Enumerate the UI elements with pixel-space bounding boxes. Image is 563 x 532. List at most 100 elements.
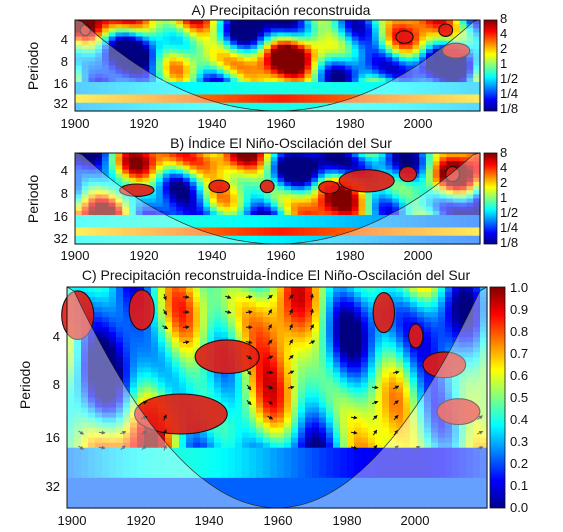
heatmap-cell [375, 357, 383, 363]
panel-c-heatmap [67, 287, 488, 509]
heatmap-cell [149, 177, 157, 183]
heatmap-cell [169, 36, 177, 42]
heatmap-cell [264, 227, 272, 233]
heatmap-cell [74, 382, 82, 389]
heatmap-cell [249, 477, 257, 484]
heatmap-cell [74, 422, 82, 429]
heatmap-cell [179, 312, 187, 318]
heatmap-cell [312, 332, 320, 338]
heatmap-cell [426, 177, 434, 183]
heatmap-cell [312, 377, 320, 384]
heatmap-cell [210, 57, 218, 62]
heatmap-cell [338, 210, 346, 216]
heatmap-cell [417, 382, 425, 389]
heatmap-cell [270, 24, 279, 29]
heatmap-cell [312, 407, 320, 414]
heatmap-cell [172, 287, 180, 293]
heatmap-cell [243, 48, 252, 54]
heatmap-cell [424, 412, 432, 419]
heatmap-cell [419, 231, 427, 237]
heatmap-cell [368, 362, 376, 368]
heatmap-cell [311, 102, 319, 108]
heatmap-cell [459, 223, 468, 229]
heatmap-cell [74, 442, 82, 449]
heatmap-cell [382, 457, 390, 464]
heatmap-cell [333, 407, 341, 414]
heatmap-cell [214, 297, 222, 303]
heatmap-cell [426, 20, 434, 25]
heatmap-cell [189, 153, 198, 158]
heatmap-cell [417, 292, 425, 298]
heatmap-cell [432, 106, 441, 112]
heatmap-cell [331, 161, 339, 167]
heatmap-cell [277, 392, 285, 399]
heatmap-cell [264, 94, 272, 100]
heatmap-cell [151, 492, 159, 499]
heatmap-cell [347, 467, 355, 474]
heatmap-cell [284, 477, 292, 484]
heatmap-cell [221, 292, 229, 298]
heatmap-cell [237, 73, 245, 79]
heatmap-cell [230, 235, 238, 241]
heatmap-cell [189, 235, 198, 241]
heatmap-cell [74, 477, 82, 484]
heatmap-cell [331, 36, 339, 42]
heatmap-cell [277, 287, 285, 293]
heatmap-cell [242, 447, 250, 454]
heatmap-cell [95, 427, 103, 434]
heatmap-cell [183, 169, 191, 175]
heatmap-cell [156, 235, 164, 241]
heatmap-cell [284, 412, 292, 419]
heatmap-cell [196, 157, 204, 162]
heatmap-cell [298, 342, 306, 348]
heatmap-cell [75, 157, 83, 162]
heatmap-cell [368, 372, 376, 379]
heatmap-cell [311, 32, 319, 38]
heatmap-cell [340, 297, 348, 303]
heatmap-cell [389, 287, 397, 293]
heatmap-cell [291, 231, 299, 237]
heatmap-cell [223, 177, 231, 183]
heatmap-cell [81, 239, 90, 245]
heatmap-cell [410, 307, 418, 313]
heatmap-cell [473, 219, 481, 224]
heatmap-cell [396, 422, 404, 429]
heatmap-cell [372, 28, 380, 34]
heatmap-cell [375, 387, 383, 394]
panel-b-cbar-label-4: 4 [500, 160, 507, 175]
heatmap-cell [256, 387, 264, 394]
heatmap-cell [183, 57, 191, 62]
heatmap-cell [473, 177, 481, 183]
heatmap-cell [368, 442, 376, 449]
heatmap-cell [151, 367, 159, 373]
heatmap-cell [459, 40, 468, 46]
heatmap-cell [326, 287, 334, 293]
heatmap-cell [165, 312, 173, 318]
heatmap-cell [264, 77, 272, 83]
heatmap-cell [358, 223, 366, 229]
heatmap-cell [426, 73, 434, 79]
heatmap-cell [439, 106, 447, 112]
heatmap-cell [250, 20, 258, 25]
heatmap-cell [193, 502, 201, 509]
heatmap-cell [305, 492, 313, 499]
heatmap-cell [109, 432, 117, 439]
heatmap-cell [74, 287, 82, 293]
heatmap-cell [333, 287, 341, 293]
heatmap-cell [291, 44, 299, 50]
heatmap-cell [158, 372, 166, 379]
heatmap-cell [176, 165, 184, 171]
heatmap-cell [203, 223, 211, 229]
heatmap-cell [291, 377, 299, 384]
heatmap-cell [67, 402, 75, 409]
heatmap-cell [237, 98, 245, 104]
heatmap-cell [256, 312, 264, 318]
heatmap-cell [109, 357, 117, 363]
heatmap-cell [237, 32, 245, 38]
heatmap-cell [214, 307, 222, 313]
heatmap-cell [257, 198, 265, 204]
heatmap-cell [207, 297, 215, 303]
heatmap-cell [183, 157, 191, 162]
heatmap-cell [243, 227, 252, 233]
heatmap-cell [264, 223, 272, 229]
